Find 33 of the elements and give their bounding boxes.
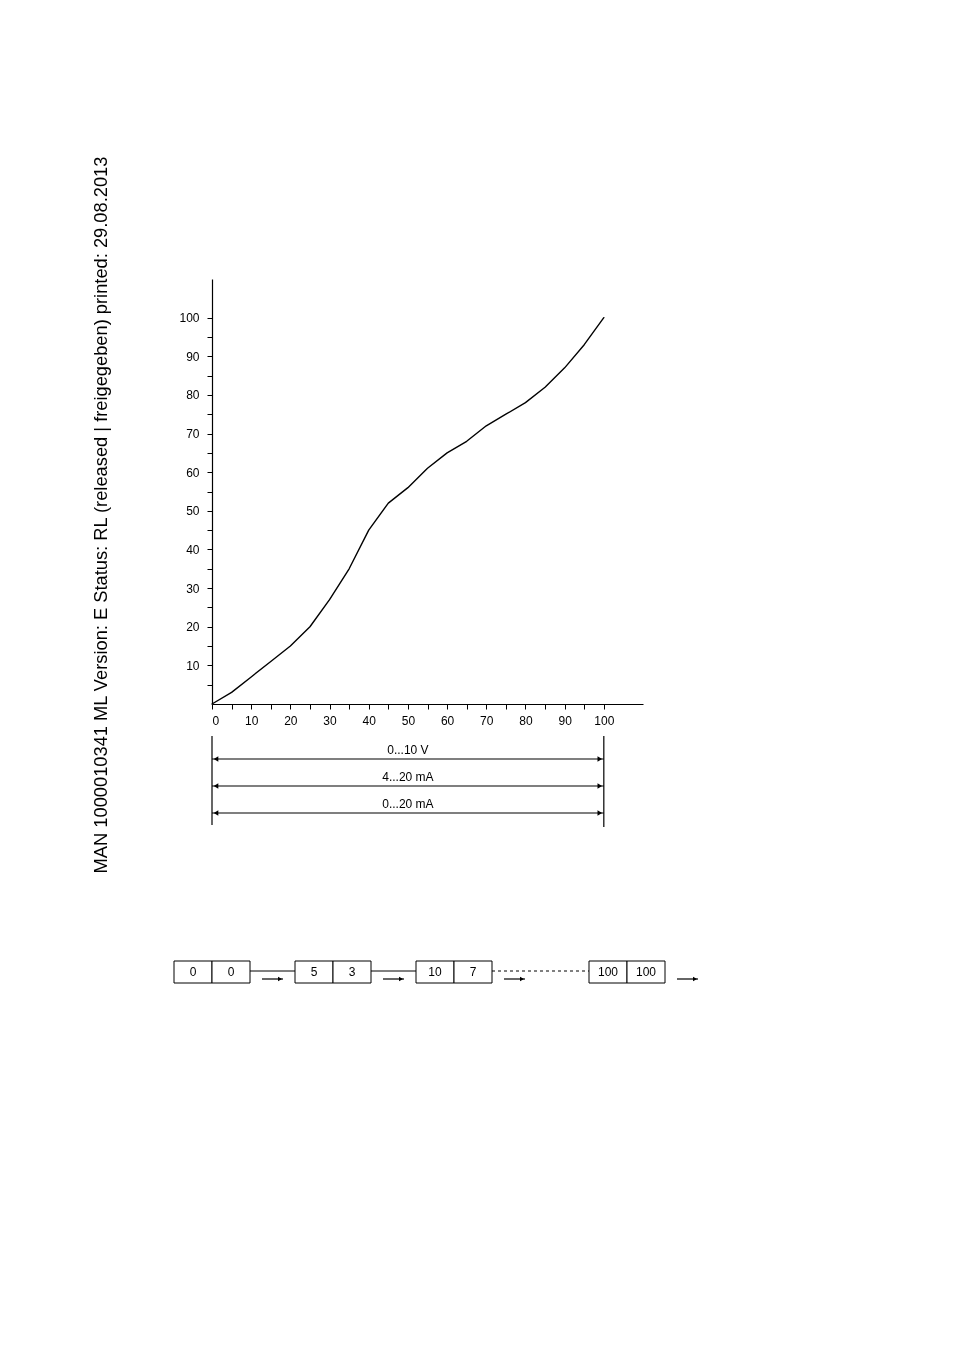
y-tick-label: 40	[186, 542, 200, 557]
x-tick-label: 0	[212, 713, 220, 728]
y-tick-label: 80	[186, 388, 200, 403]
text: 0	[227, 965, 235, 979]
y-tick-label: 100	[179, 311, 200, 326]
text: 100	[635, 965, 657, 979]
text: 10	[428, 965, 442, 979]
text: 0...10 V	[387, 743, 429, 757]
y-tick-label: 20	[186, 620, 200, 635]
x-tick-label: 100	[594, 713, 615, 728]
y-tick-label: 50	[186, 504, 200, 519]
text: 7	[469, 965, 477, 979]
text: MAN 1000010341 ML Version: E Status: RL (released | freigegeben) printed: 29.08.2013	[90, 156, 111, 874]
x-tick-label: 40	[362, 713, 377, 728]
text: 4...20 mA	[382, 770, 434, 784]
y-tick-label: 60	[186, 465, 200, 480]
x-tick-label: 70	[480, 713, 494, 728]
x-tick-label: 50	[401, 713, 416, 728]
text: 5	[310, 965, 318, 979]
y-tick-label: 30	[186, 581, 200, 596]
text: 0	[189, 965, 197, 979]
y-tick-label: 10	[186, 658, 200, 673]
y-tick-label: 90	[186, 349, 200, 364]
x-tick-label: 60	[440, 713, 455, 728]
x-tick-label: 30	[323, 713, 338, 728]
text: 0...20 mA	[382, 797, 434, 811]
y-tick-label: 70	[186, 427, 200, 442]
x-tick-label: 10	[245, 713, 259, 728]
x-tick-label: 80	[519, 713, 533, 728]
x-tick-label: 90	[558, 713, 573, 728]
text: 3	[348, 965, 356, 979]
x-tick-label: 20	[284, 713, 298, 728]
text: 100	[597, 965, 619, 979]
